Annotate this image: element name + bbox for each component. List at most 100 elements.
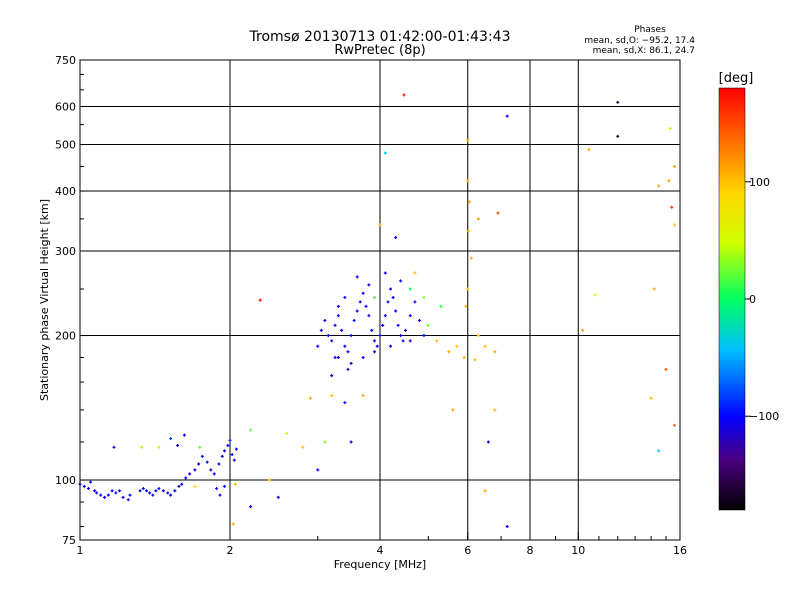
y-tick-label: 600 <box>55 101 76 114</box>
data-point <box>232 458 236 462</box>
data-point <box>169 437 173 441</box>
data-point <box>394 236 398 240</box>
data-point <box>476 334 480 338</box>
data-point <box>367 314 371 318</box>
data-point <box>361 394 365 398</box>
data-point <box>464 304 468 308</box>
data-point <box>346 367 350 371</box>
data-point <box>439 304 443 308</box>
data-point <box>157 445 161 449</box>
data-point <box>378 223 382 227</box>
data-point <box>95 491 99 495</box>
data-point <box>177 484 181 488</box>
data-point <box>336 314 340 318</box>
colorbar-tick-label: −100 <box>749 410 779 423</box>
data-point <box>496 211 500 215</box>
data-point <box>349 440 353 444</box>
data-point <box>483 489 487 493</box>
data-point <box>408 287 412 291</box>
data-point <box>323 318 327 322</box>
x-tick-label: 1 <box>77 544 84 557</box>
data-point <box>383 151 387 155</box>
data-point <box>89 480 93 484</box>
data-point <box>316 344 320 348</box>
x-tick-label: 6 <box>464 544 471 557</box>
data-point <box>234 447 238 451</box>
data-point <box>355 275 359 279</box>
data-point <box>121 495 125 499</box>
data-point <box>316 468 320 472</box>
data-point <box>141 487 145 491</box>
data-point <box>228 438 232 442</box>
colorbar-tick-label: 0 <box>749 293 756 306</box>
phases-title: Phases <box>634 25 666 35</box>
data-point <box>249 505 253 509</box>
data-point <box>308 396 312 400</box>
data-point <box>616 100 620 104</box>
data-point <box>402 93 406 97</box>
data-point <box>361 291 365 295</box>
data-points <box>78 93 677 529</box>
data-point <box>358 300 362 304</box>
data-point <box>451 408 455 412</box>
data-point <box>193 468 197 472</box>
data-point <box>148 491 152 495</box>
data-point <box>319 328 323 332</box>
data-point <box>396 323 400 327</box>
data-point <box>267 478 271 482</box>
data-point <box>373 296 377 300</box>
data-point <box>86 487 90 491</box>
data-point <box>435 339 439 343</box>
data-point <box>218 493 222 497</box>
data-point <box>664 367 668 371</box>
data-point <box>333 323 337 327</box>
x-tick-label: 2 <box>227 544 234 557</box>
data-point <box>138 489 142 493</box>
y-tick-label: 400 <box>55 185 76 198</box>
data-point <box>466 179 470 183</box>
data-point <box>330 339 334 343</box>
data-point <box>383 271 387 275</box>
data-point <box>184 476 188 480</box>
data-point <box>346 350 350 354</box>
phases-x-stats: mean, sd,X: 86.1, 24.7 <box>593 46 695 56</box>
data-point <box>333 355 337 359</box>
data-point <box>212 472 216 476</box>
data-point <box>375 344 379 348</box>
data-point <box>422 296 426 300</box>
data-point <box>593 293 597 297</box>
x-tick-label: 8 <box>527 544 534 557</box>
data-point <box>99 493 103 497</box>
data-point <box>505 525 509 529</box>
data-point <box>161 489 165 493</box>
data-point <box>106 493 110 497</box>
y-tick-label: 100 <box>55 474 76 487</box>
x-tick-label: 16 <box>673 544 687 557</box>
data-point <box>103 495 107 499</box>
data-point <box>128 493 132 497</box>
chart-subtitle: RwPretec (8p) <box>334 43 425 58</box>
y-tick-label: 300 <box>55 245 76 258</box>
y-tick-label: 750 <box>55 54 76 67</box>
data-point <box>667 179 671 183</box>
data-point <box>367 283 371 287</box>
data-point <box>173 489 177 493</box>
data-point <box>180 482 184 486</box>
data-point <box>193 484 197 488</box>
data-point <box>169 493 173 497</box>
chart-title: Tromsø 20130713 01:42:00-01:43:43 <box>249 29 511 45</box>
data-point <box>381 323 385 327</box>
data-point <box>422 334 426 338</box>
data-point <box>151 493 155 497</box>
data-point <box>408 314 412 318</box>
colorbar <box>718 87 746 511</box>
data-point <box>112 445 116 449</box>
data-point <box>343 344 347 348</box>
data-point <box>673 223 677 227</box>
data-point <box>468 200 472 204</box>
data-point <box>657 184 661 188</box>
data-point <box>349 361 353 365</box>
data-point <box>220 454 224 458</box>
data-point <box>198 445 202 449</box>
data-point <box>215 487 219 491</box>
